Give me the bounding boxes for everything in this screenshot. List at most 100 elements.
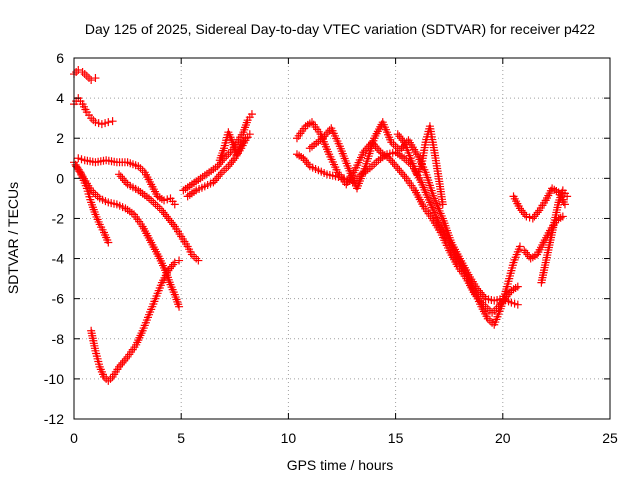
data-point-interp	[398, 136, 407, 145]
data-point-interp	[222, 164, 231, 173]
data-point	[104, 376, 113, 385]
data-point-interp	[120, 356, 129, 365]
data-point	[74, 66, 83, 75]
data-point	[438, 200, 447, 209]
x-tick-label: 20	[495, 430, 511, 446]
data-marks	[70, 66, 572, 385]
data-point-interp	[80, 70, 89, 79]
y-tick-label: -10	[44, 371, 64, 387]
data-point-interp	[116, 360, 125, 369]
data-point	[217, 168, 226, 177]
y-tick-label: 6	[56, 50, 64, 66]
series-trace-q-late3	[537, 186, 572, 287]
y-tick-label: -2	[52, 210, 65, 226]
data-point	[513, 300, 522, 309]
data-point-interp	[165, 264, 174, 273]
data-point	[115, 362, 124, 371]
data-point	[515, 242, 524, 251]
data-point-interp	[398, 170, 407, 179]
data-point-interp	[225, 160, 234, 169]
data-point-interp	[322, 130, 331, 139]
data-point-interp	[530, 212, 539, 221]
data-point-interp	[224, 150, 233, 159]
data-point	[513, 282, 522, 291]
data-point-interp	[320, 132, 329, 141]
y-axis-label: SDTVAR / TECUs	[5, 182, 21, 294]
data-point-interp	[116, 172, 125, 181]
data-point	[385, 154, 394, 163]
data-point-interp	[388, 158, 397, 167]
series-trace-n-peak	[393, 122, 447, 209]
data-point-interp	[121, 354, 130, 363]
series-trace-j-rise3	[215, 128, 250, 165]
data-point	[175, 256, 184, 265]
data-point	[247, 110, 256, 119]
x-tick-label: 5	[177, 430, 185, 446]
data-point	[494, 302, 503, 311]
data-point-interp	[214, 172, 223, 181]
data-point-interp	[476, 296, 485, 305]
data-point-interp	[211, 176, 220, 185]
data-point-interp	[192, 254, 201, 263]
data-point-interp	[472, 292, 481, 301]
data-point-interp	[395, 132, 404, 141]
data-point	[170, 258, 179, 267]
data-point-interp	[532, 210, 541, 219]
data-point-interp	[212, 174, 221, 183]
series-trace-k-afternoon	[292, 148, 524, 329]
data-point-interp	[165, 216, 174, 225]
data-point	[82, 72, 91, 81]
data-point-interp	[161, 210, 170, 219]
data-point	[87, 76, 96, 85]
data-point-interp	[169, 260, 178, 269]
data-point	[209, 178, 218, 187]
series-trace-b-upper	[70, 94, 117, 129]
data-point-interp	[149, 198, 158, 207]
data-point-interp	[478, 290, 487, 299]
data-point	[245, 130, 254, 139]
data-point-interp	[121, 178, 130, 187]
series-trace-m-afternoon3	[305, 118, 522, 309]
data-point-interp	[525, 252, 534, 261]
data-point-interp	[229, 156, 238, 165]
data-point	[224, 162, 233, 171]
data-point-interp	[386, 156, 395, 165]
series-trace-e-mid	[115, 170, 203, 265]
data-point	[473, 284, 482, 293]
data-point-interp	[374, 146, 383, 155]
data-point-interp	[323, 128, 332, 137]
data-point-interp	[476, 288, 485, 297]
data-point-interp	[89, 188, 98, 197]
y-tick-label: 2	[56, 130, 64, 146]
data-point-interp	[138, 166, 147, 175]
data-point	[175, 302, 184, 311]
series-trace-h-rise	[179, 110, 256, 195]
data-point-interp	[302, 158, 311, 167]
data-point-interp	[521, 248, 530, 257]
data-point-interp	[106, 374, 115, 383]
chart-title: Day 125 of 2025, Sidereal Day-to-day VTE…	[85, 21, 595, 37]
data-point	[115, 170, 124, 179]
data-point-interp	[155, 204, 164, 213]
data-point	[488, 308, 497, 317]
data-point	[104, 238, 113, 247]
data-point	[299, 154, 308, 163]
x-axis-label: GPS time / hours	[287, 457, 394, 473]
data-point-interp	[390, 160, 399, 169]
data-point-interp	[147, 196, 156, 205]
data-point-interp	[474, 286, 483, 295]
data-point-interp	[190, 252, 199, 261]
y-tick-label: -6	[52, 291, 65, 307]
y-tick-label: -4	[52, 251, 65, 267]
data-point	[151, 200, 160, 209]
data-point-interp	[370, 160, 379, 169]
x-tick-label: 0	[70, 430, 78, 446]
data-point-interp	[396, 134, 405, 143]
data-point-interp	[523, 250, 532, 259]
data-point-interp	[304, 160, 313, 169]
data-point-interp	[167, 218, 176, 227]
plot-frame	[73, 57, 611, 420]
data-point	[91, 74, 100, 83]
data-point-interp	[227, 158, 236, 167]
